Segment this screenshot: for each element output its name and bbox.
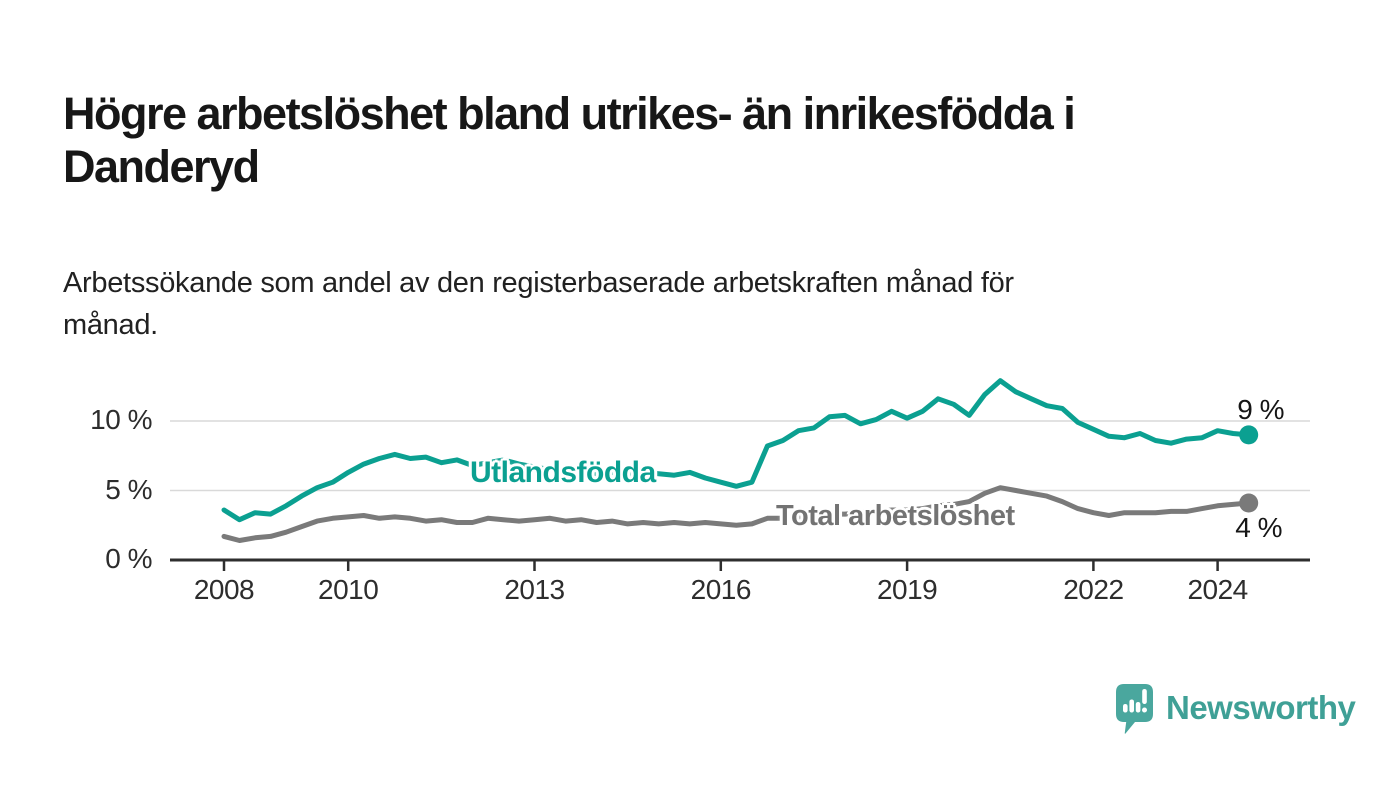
- x-axis-tick-label: 2010: [318, 574, 379, 605]
- newsworthy-logo-icon: [1116, 684, 1153, 734]
- end-value-label-total: 4 %: [1235, 512, 1282, 543]
- x-axis-tick-label: 2019: [876, 574, 938, 605]
- series-label-total-arbetsloshet: Total arbetslöshet: [776, 500, 1015, 532]
- page-title: Högre arbetslöshet bland utrikes- än inr…: [63, 88, 1076, 193]
- series-end-dot-1: [1239, 493, 1259, 513]
- y-axis-tick-label: 5 %: [105, 473, 152, 505]
- series-line-0: [221, 378, 1252, 523]
- x-axis-tick-label: 2008: [193, 574, 255, 605]
- newsworthy-logo: [1116, 684, 1153, 734]
- page-subtitle: Arbetssökande som andel av den registerb…: [63, 267, 1014, 341]
- newsworthy-logo-text: Newsworthy: [1166, 689, 1356, 726]
- x-axis-tick-label: 2013: [504, 574, 565, 605]
- series-label-utlandsfodda: Utlandsfödda: [470, 456, 656, 489]
- x-axis-tick-label: 2024: [1187, 574, 1248, 605]
- series-line-1: [221, 485, 1252, 543]
- series-end-dot-0: [1239, 425, 1259, 445]
- end-value-label-utlandsfodda: 9 %: [1237, 394, 1284, 425]
- x-axis-tick-label: 2022: [1063, 574, 1124, 605]
- y-axis-tick-label: 0 %: [105, 543, 152, 574]
- y-axis-tick-label: 10 %: [90, 404, 152, 435]
- x-axis-tick-label: 2016: [690, 574, 752, 605]
